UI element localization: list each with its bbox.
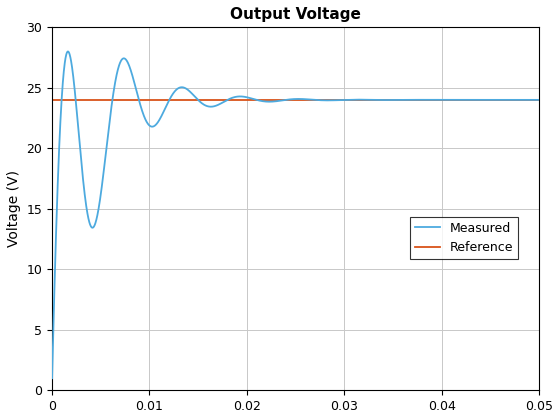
Legend: Measured, Reference: Measured, Reference — [410, 217, 518, 259]
Measured — [75, 130, 82, 135]
Measured — [60, 77, 67, 82]
Title: Output Voltage: Output Voltage — [230, 7, 361, 22]
Measured — [49, 376, 55, 381]
Y-axis label: Voltage (V): Voltage (V) — [7, 170, 21, 247]
Measured — [342, 97, 348, 102]
Measured — [64, 49, 71, 54]
Measured — [536, 97, 543, 102]
Measured — [450, 97, 456, 102]
Measured — [230, 95, 237, 100]
Line: Measured: Measured — [52, 52, 539, 378]
Measured — [92, 220, 99, 225]
